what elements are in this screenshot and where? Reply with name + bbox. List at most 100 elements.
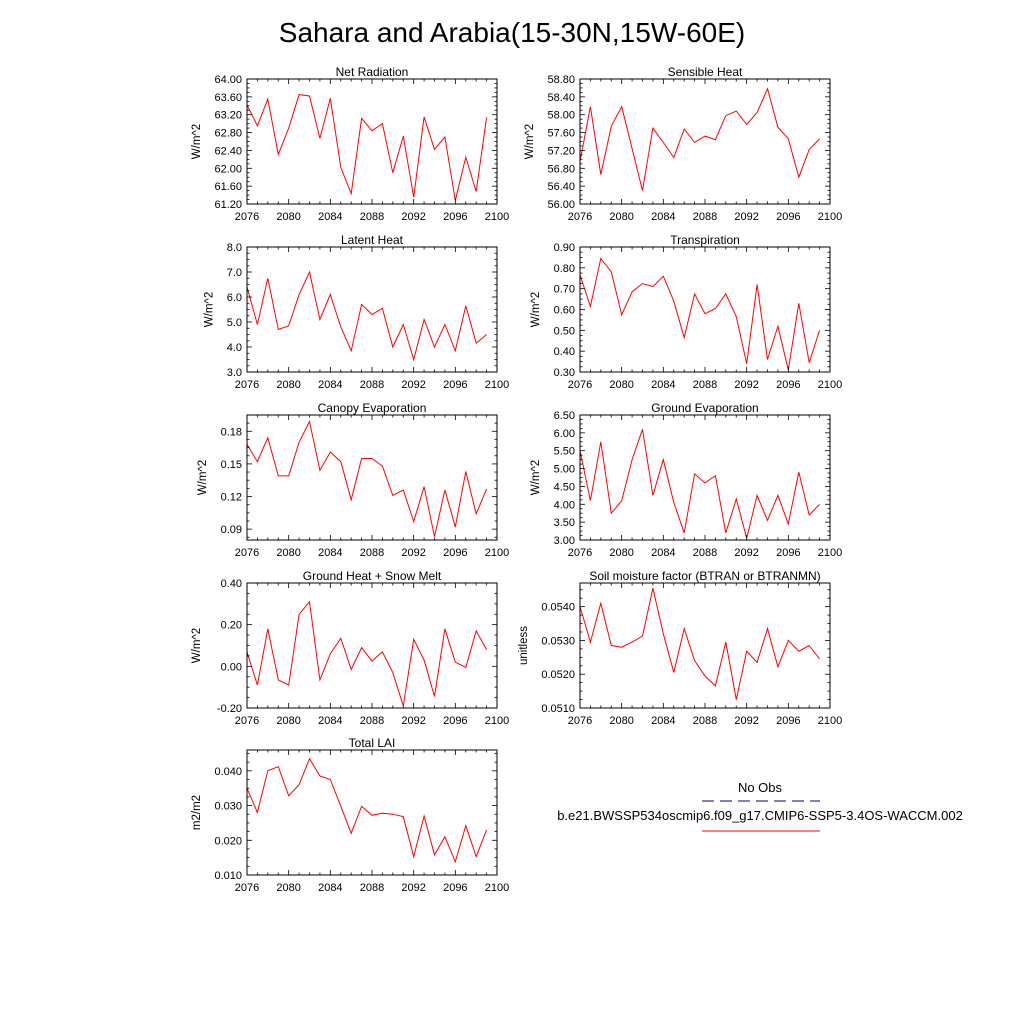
y-axis-label: unitless — [518, 626, 530, 665]
x-tick-label: 2096 — [443, 379, 467, 391]
panel-latent-heat: 2076 2080 2084 2088 2092 2096 2100 3.0 4.0 5.0 6.0… — [203, 233, 509, 391]
x-tick-label: 2088 — [360, 379, 384, 391]
x-tick-label: 2076 — [568, 547, 592, 559]
x-tick-label: 2088 — [360, 882, 384, 894]
series-line — [580, 87, 820, 191]
legend: No Obs b.e21.BWSSP534oscmip6.f09_g17.CMI… — [557, 780, 963, 832]
panel-title: Latent Heat — [341, 233, 404, 247]
x-tick-label: 2096 — [443, 715, 467, 727]
x-tick-label: 2076 — [235, 715, 259, 727]
x-tick-label: 2088 — [693, 211, 717, 223]
y-tick-label: 0.040 — [214, 766, 242, 778]
panel-title: Canopy Evaporation — [318, 401, 427, 415]
y-tick-label: 0.40 — [221, 578, 242, 590]
y-tick-label: 6.50 — [554, 410, 575, 422]
y-tick-label: 5.0 — [227, 317, 242, 329]
y-tick-label: 0.12 — [221, 492, 242, 504]
x-tick-label: 2096 — [443, 211, 467, 223]
y-axis-label: W/m^2 — [203, 292, 215, 327]
x-tick-label: 2076 — [235, 547, 259, 559]
panel-title: Transpiration — [670, 233, 740, 247]
x-tick-label: 2100 — [485, 715, 509, 727]
panels-group: 2076 2080 2084 2088 2092 2096 2100 61.20 61.60 62… — [191, 65, 842, 894]
series-line — [247, 757, 488, 864]
x-tick-label: 2100 — [485, 882, 509, 894]
panel-title: Sensible Heat — [668, 65, 743, 79]
x-tick-label: 2080 — [609, 211, 633, 223]
panel-title: Total LAI — [349, 736, 396, 750]
x-tick-label: 2092 — [734, 211, 758, 223]
x-tick-label: 2084 — [318, 379, 342, 391]
x-tick-label: 2100 — [485, 547, 509, 559]
y-axis-label: W/m^2 — [524, 124, 536, 159]
y-tick-label: 58.00 — [547, 110, 575, 122]
y-tick-label: 4.50 — [554, 481, 575, 493]
y-tick-label: 61.20 — [214, 199, 242, 211]
y-tick-label: 0.70 — [554, 284, 575, 296]
y-tick-label: 56.00 — [547, 199, 575, 211]
y-tick-label: 0.0530 — [541, 635, 575, 647]
y-tick-label: 6.0 — [227, 292, 242, 304]
series-line — [580, 587, 820, 700]
x-tick-label: 2096 — [443, 882, 467, 894]
x-tick-label: 2092 — [401, 211, 425, 223]
series-line — [580, 429, 820, 539]
legend-model-label: b.e21.BWSSP534oscmip6.f09_g17.CMIP6-SSP5… — [557, 808, 963, 823]
panel-transpiration: 2076 2080 2084 2088 2092 2096 2100 0.30 0.40 0.50… — [530, 233, 842, 391]
y-tick-label: 58.40 — [547, 92, 575, 104]
x-tick-label: 2092 — [401, 547, 425, 559]
x-tick-label: 2080 — [609, 715, 633, 727]
x-tick-label: 2100 — [485, 211, 509, 223]
y-tick-label: 4.00 — [554, 499, 575, 511]
y-tick-label: 61.60 — [214, 181, 242, 193]
x-tick-label: 2080 — [609, 379, 633, 391]
x-tick-label: 2076 — [235, 882, 259, 894]
y-tick-label: 5.00 — [554, 464, 575, 476]
y-tick-label: 0.020 — [214, 835, 242, 847]
x-tick-label: 2080 — [276, 882, 300, 894]
x-tick-label: 2096 — [776, 547, 800, 559]
y-tick-label: 3.0 — [227, 367, 242, 379]
y-tick-label: 57.20 — [547, 145, 575, 157]
panel-title: Net Radiation — [336, 65, 409, 79]
y-tick-label: 0.00 — [221, 661, 242, 673]
x-tick-label: 2088 — [693, 379, 717, 391]
panel-total-lai: 2076 2080 2084 2088 2092 2096 2100 0.010 0.020 0.… — [191, 736, 509, 894]
panel-ground-evaporation: 2076 2080 2084 2088 2092 2096 2100 3.00 3.50 4.00… — [530, 401, 842, 559]
figure-title: Sahara and Arabia(15-30N,15W-60E) — [279, 17, 745, 48]
x-tick-label: 2080 — [609, 547, 633, 559]
x-tick-label: 2092 — [401, 379, 425, 391]
y-axis-label: W/m^2 — [191, 628, 203, 663]
y-tick-label: 56.80 — [547, 163, 575, 175]
y-tick-label: 62.40 — [214, 145, 242, 157]
x-tick-label: 2096 — [776, 379, 800, 391]
x-tick-label: 2084 — [651, 715, 675, 727]
y-axis-label: W/m^2 — [530, 292, 542, 327]
x-tick-label: 2084 — [651, 547, 675, 559]
y-tick-label: 62.80 — [214, 128, 242, 140]
y-tick-label: 62.00 — [214, 163, 242, 175]
x-tick-label: 2084 — [651, 379, 675, 391]
y-tick-label: 0.09 — [221, 524, 242, 536]
y-tick-label: 0.60 — [554, 305, 575, 317]
series-line — [247, 420, 488, 537]
y-tick-label: 0.15 — [221, 459, 242, 471]
x-tick-label: 2096 — [776, 715, 800, 727]
x-tick-label: 2092 — [734, 715, 758, 727]
x-tick-label: 2076 — [235, 379, 259, 391]
y-tick-label: 5.50 — [554, 446, 575, 458]
y-tick-label: 0.010 — [214, 870, 242, 882]
y-tick-label: 0.030 — [214, 801, 242, 813]
x-tick-label: 2076 — [568, 211, 592, 223]
panel-title: Soil moisture factor (BTRAN or BTRANMN) — [589, 569, 820, 583]
y-tick-label: 63.60 — [214, 92, 242, 104]
x-tick-label: 2084 — [318, 547, 342, 559]
y-tick-label: 6.00 — [554, 428, 575, 440]
x-tick-label: 2084 — [651, 211, 675, 223]
y-tick-label: 0.20 — [221, 620, 242, 632]
series-line — [247, 94, 488, 201]
y-tick-label: 0.90 — [554, 242, 575, 254]
x-tick-label: 2100 — [818, 715, 842, 727]
panel-canopy-evaporation: 2076 2080 2084 2088 2092 2096 2100 0.09 0.12 0.15… — [197, 401, 509, 559]
